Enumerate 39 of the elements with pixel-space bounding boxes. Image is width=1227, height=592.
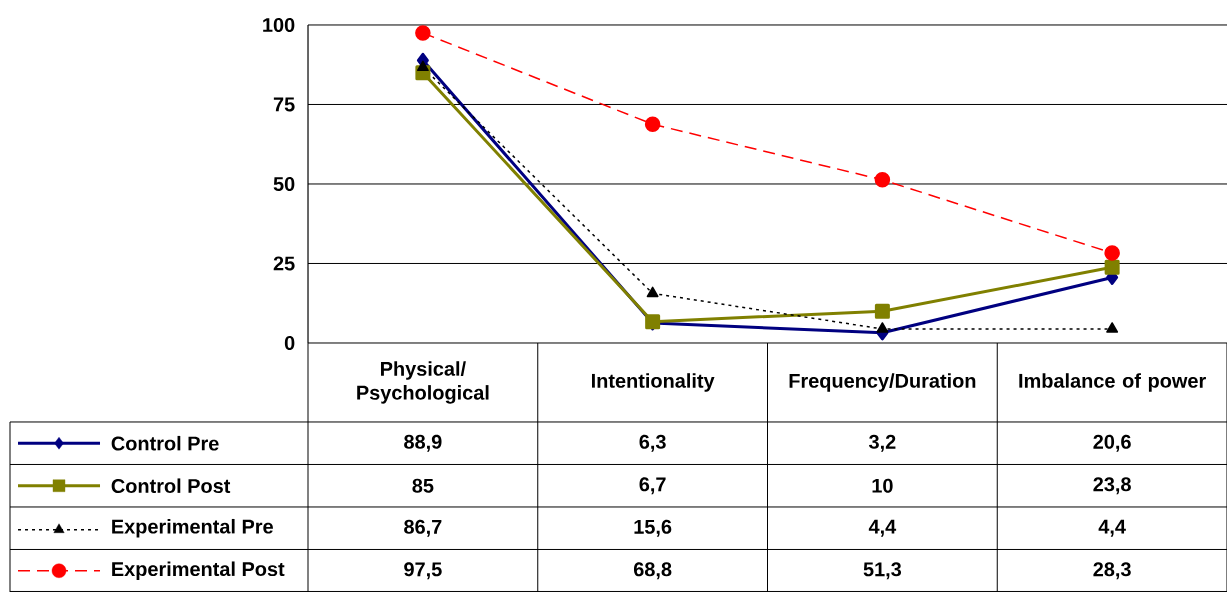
y-tick-label: 0 [284,335,295,351]
data-label: 88,9 [404,434,442,452]
data-label: 15,6 [634,519,672,537]
data-label: 6,7 [639,477,666,495]
data-label: 4,4 [868,519,897,537]
data-label: 20,6 [1093,434,1131,452]
point [415,25,431,41]
x-tick-label: Physical/ Psychological [357,361,489,404]
y-tick-label: 100 [263,17,295,33]
data-label: 3,2 [868,434,896,452]
point [644,116,661,132]
y-tick-label: 50 [273,176,295,192]
data-label: 68,8 [633,562,672,580]
point [646,286,659,298]
point [874,172,891,188]
legend-label: Experimental Post [112,561,285,581]
x-tick-label: Imbalance of power [1019,373,1206,392]
data-label: 97,5 [404,562,442,580]
data-label: 86,7 [404,519,442,537]
point [416,60,429,72]
data-label: 4,4 [1098,519,1126,537]
point [874,303,890,319]
y-tick-label: 25 [273,256,295,271]
data-label: 28,3 [1093,562,1131,580]
point [876,322,889,333]
point [1104,259,1120,275]
data-label: 23,8 [1093,477,1131,495]
x-tick-label: Frequency/Duration [789,373,976,392]
data-label: 51,3 [863,562,902,580]
data-label: 6,3 [639,434,666,452]
point [1104,245,1120,261]
point [1106,322,1119,333]
data-label: 85 [412,478,434,493]
legend-label: Control Post [111,478,231,494]
y-tick-label: 75 [273,97,295,112]
x-tick-label: Intentionality [591,373,715,392]
legend-label: Experimental Pre [112,518,273,538]
data-label: 10 [872,478,893,493]
legend-label: Control Pre [111,435,219,451]
